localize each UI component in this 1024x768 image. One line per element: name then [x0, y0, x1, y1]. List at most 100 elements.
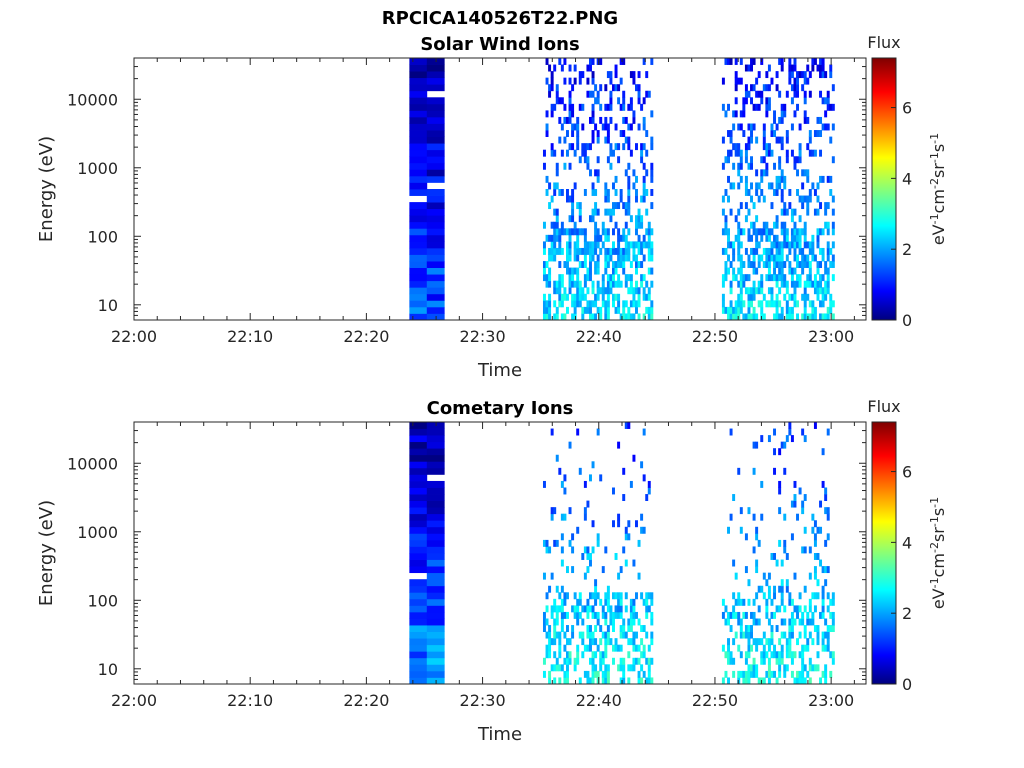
spectrogram-cell	[803, 585, 807, 593]
spectrogram-cell	[606, 189, 610, 196]
spectrogram-cell	[819, 500, 823, 508]
spectrogram-cell	[813, 58, 817, 65]
spectrogram-cell	[724, 267, 728, 275]
spectrogram-cell	[773, 553, 777, 560]
spectrogram-cell	[752, 513, 756, 521]
spectrogram-cell	[591, 638, 595, 646]
spectrogram-cell	[808, 241, 812, 249]
spectrogram-cell	[640, 195, 644, 203]
spectrogram-cell	[752, 58, 756, 65]
spectrogram-cell	[548, 625, 552, 632]
spectrogram-cell	[793, 293, 797, 301]
spectrogram-cell	[578, 280, 582, 288]
spectrogram-cell	[635, 657, 638, 665]
spectrogram-cell	[826, 592, 830, 600]
spectrogram-cell	[796, 280, 800, 288]
spectrogram-cell	[826, 638, 830, 646]
spectrogram-cell	[831, 221, 835, 229]
spectrogram-cell	[640, 664, 644, 672]
spectrogram-cell	[796, 638, 800, 646]
spectrogram-cell	[624, 221, 628, 229]
spectrogram-cell	[811, 58, 815, 65]
spectrogram-cell	[583, 247, 587, 255]
spectrogram-cell	[739, 651, 743, 659]
spectrogram-cell	[767, 234, 771, 242]
spectrogram-cell	[739, 507, 743, 515]
spectrogram-cell	[767, 182, 771, 190]
spectrogram-cell	[767, 64, 771, 72]
spectrogram-cell	[609, 162, 613, 170]
spectrogram-cell	[601, 651, 605, 659]
spectrogram-cell	[757, 195, 761, 203]
spectrogram-cell	[767, 435, 771, 443]
spectrogram-cell	[744, 84, 748, 92]
spectrogram-cell	[737, 234, 741, 242]
spectrogram-cell	[601, 300, 605, 308]
spectrogram-cell	[586, 625, 590, 632]
spectrogram-cell	[594, 221, 598, 229]
spectrogram-cell	[632, 611, 636, 619]
spectrogram-cell	[409, 90, 428, 98]
spectrogram-cell	[762, 169, 766, 177]
spectrogram-cell	[409, 448, 428, 456]
spectrogram-cell	[594, 638, 598, 646]
spectrogram-cell	[560, 611, 564, 619]
spectrogram-cell	[798, 605, 802, 613]
spectrogram-cell	[752, 598, 756, 606]
spectrogram-cell	[757, 539, 761, 547]
spectrogram-cell	[578, 293, 582, 301]
spectrogram-cell	[426, 611, 445, 619]
spectrogram-cell	[589, 254, 592, 262]
colorbar-tick-label: 0	[902, 311, 912, 330]
spectrogram-cell	[542, 293, 546, 301]
spectrogram-cell	[601, 241, 605, 249]
spectrogram-cell	[765, 247, 769, 255]
spectrogram-cell	[558, 638, 562, 646]
spectrogram-cell	[576, 657, 580, 665]
spectrogram-cell	[622, 247, 626, 255]
spectrogram-cell	[576, 241, 580, 249]
spectrogram-cell	[785, 228, 789, 236]
spectrogram-cell	[617, 664, 621, 672]
spectrogram-cell	[604, 638, 608, 646]
spectrogram-cell	[571, 208, 575, 216]
spectrogram-cell	[737, 182, 741, 190]
spectrogram-cell	[604, 254, 608, 262]
spectrogram-cell	[778, 241, 782, 249]
spectrogram-cell	[816, 130, 820, 137]
spectrogram-cell	[594, 247, 598, 255]
spectrogram-cell	[821, 611, 825, 619]
spectrogram-cell	[542, 300, 546, 308]
colorbar-unit-label: eV-1cm-2sr-1s-1	[928, 133, 948, 245]
spectrogram-cell	[409, 664, 428, 672]
spectrogram-cell	[622, 116, 626, 124]
spectrogram-cell	[409, 189, 428, 196]
spectrogram-cell	[581, 287, 585, 295]
spectrogram-cell	[640, 156, 644, 164]
spectrogram-cell	[622, 261, 626, 268]
spectrogram-cell	[560, 274, 564, 282]
spectrogram-cell	[640, 274, 644, 282]
spectrogram-cell	[775, 300, 779, 308]
spectrogram-cell	[624, 605, 628, 613]
spectrogram-cell	[629, 71, 633, 79]
spectrogram-cell	[732, 254, 736, 262]
spectrogram-cell	[811, 306, 815, 314]
spectrogram-cell	[767, 247, 771, 255]
spectrogram-cell	[796, 300, 800, 308]
spectrogram-cell	[573, 149, 577, 157]
spectrogram-cell	[640, 638, 644, 646]
spectrogram-cell	[548, 306, 552, 314]
spectrogram-cell	[629, 97, 633, 105]
spectrogram-cell	[604, 267, 608, 275]
spectrogram-cell	[627, 202, 631, 210]
x-tick-label: 22:30	[460, 327, 506, 346]
spectrogram-cell	[594, 293, 598, 301]
spectrogram-cell	[793, 247, 797, 255]
spectrogram-cell	[594, 261, 598, 268]
spectrogram-cell	[563, 313, 567, 321]
spectrogram-cell	[650, 611, 654, 619]
spectrogram-cell	[409, 474, 428, 482]
spectrogram-cell	[596, 241, 600, 249]
spectrogram-cell	[612, 261, 615, 268]
